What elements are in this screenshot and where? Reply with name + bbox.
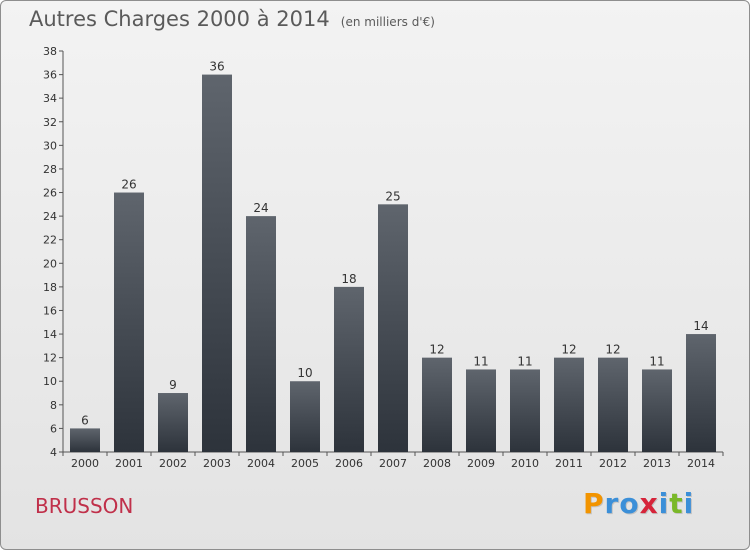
y-tick-label: 20 <box>43 257 57 270</box>
logo-letter: o <box>619 487 640 520</box>
logo-letter: r <box>604 487 620 520</box>
y-tick-label: 4 <box>50 446 57 459</box>
data-label-2014: 14 <box>693 319 708 333</box>
y-tick-label: 32 <box>43 116 57 129</box>
data-label-2003: 36 <box>209 60 224 74</box>
x-tick-label-2001: 2001 <box>115 457 143 470</box>
data-label-2009: 11 <box>473 354 488 368</box>
data-label-2011: 12 <box>561 343 576 357</box>
chart-title: Autres Charges 2000 à 2014 <box>29 7 330 31</box>
logo-letter: i <box>683 487 695 520</box>
bar-2014 <box>686 334 716 452</box>
y-tick-label: 14 <box>43 328 57 341</box>
y-tick-label: 30 <box>43 139 57 152</box>
bar-2007 <box>378 204 408 452</box>
logo-letter: t <box>669 487 684 520</box>
data-label-2010: 11 <box>517 354 532 368</box>
bar-2010 <box>510 369 540 452</box>
data-label-2006: 18 <box>341 272 356 286</box>
y-tick-label: 16 <box>43 304 57 317</box>
bar-2008 <box>422 357 452 452</box>
data-label-2000: 6 <box>81 413 89 427</box>
bar-2012 <box>598 357 628 452</box>
proxiti-logo: Proxiti <box>583 487 694 520</box>
bar-2006 <box>334 286 364 452</box>
y-tick-label: 24 <box>43 210 57 223</box>
x-tick-label-2009: 2009 <box>467 457 495 470</box>
x-tick-label-2013: 2013 <box>643 457 671 470</box>
bar-2003 <box>202 74 232 453</box>
data-label-2005: 10 <box>297 366 312 380</box>
bar-2001 <box>114 192 144 452</box>
chart-subtitle: (en milliers d'€) <box>340 15 435 29</box>
y-tick-label: 18 <box>43 281 57 294</box>
y-tick-label: 26 <box>43 187 57 200</box>
logo-letter: P <box>583 487 605 520</box>
x-tick-label-2000: 2000 <box>71 457 99 470</box>
bar-2000 <box>70 428 100 452</box>
x-tick-label-2004: 2004 <box>247 457 275 470</box>
bar-2004 <box>246 216 276 452</box>
data-label-2002: 9 <box>169 378 177 392</box>
bars: 6 26 9 36 24 10 18 25 12 11 11 12 12 11 14 <box>70 60 716 453</box>
bar-2009 <box>466 369 496 452</box>
location-label: BRUSSON <box>35 494 134 518</box>
y-tick-label: 38 <box>43 45 57 58</box>
y-tick-label: 10 <box>43 375 57 388</box>
x-tick-label-2011: 2011 <box>555 457 583 470</box>
bar-2011 <box>554 357 584 452</box>
bar-2002 <box>158 393 188 452</box>
y-tick-label: 6 <box>50 422 57 435</box>
logo-letter: i <box>658 487 670 520</box>
x-tick-label-2014: 2014 <box>687 457 715 470</box>
data-label-2012: 12 <box>605 343 620 357</box>
title-row: Autres Charges 2000 à 2014 (en milliers … <box>29 7 435 31</box>
x-tick-label-2006: 2006 <box>335 457 363 470</box>
bar-2013 <box>642 369 672 452</box>
x-tick-label-2007: 2007 <box>379 457 407 470</box>
x-tick-label-2002: 2002 <box>159 457 187 470</box>
y-tick-label: 36 <box>43 69 57 82</box>
x-tick-label-2003: 2003 <box>203 457 231 470</box>
y-axis: 4 6 8 10 12 14 16 18 20 22 24 26 28 30 32 34 36 38 <box>43 45 64 459</box>
y-tick-label: 22 <box>43 234 57 247</box>
data-label-2013: 11 <box>649 354 664 368</box>
x-tick-label-2008: 2008 <box>423 457 451 470</box>
data-label-2004: 24 <box>253 201 268 215</box>
y-tick-label: 34 <box>43 92 57 105</box>
logo-letter: x <box>639 487 659 520</box>
data-label-2007: 25 <box>385 189 400 203</box>
x-tick-label-2010: 2010 <box>511 457 539 470</box>
x-tick-label-2012: 2012 <box>599 457 627 470</box>
y-tick-label: 8 <box>50 399 57 412</box>
bar-2005 <box>290 381 320 452</box>
data-label-2008: 12 <box>429 343 444 357</box>
x-tick-label-2005: 2005 <box>291 457 319 470</box>
data-label-2001: 26 <box>121 178 136 192</box>
x-axis: 2000 2001 2002 2003 2004 2005 2006 2007 2008 2009… <box>62 451 724 470</box>
y-tick-label: 28 <box>43 163 57 176</box>
y-tick-label: 12 <box>43 352 57 365</box>
